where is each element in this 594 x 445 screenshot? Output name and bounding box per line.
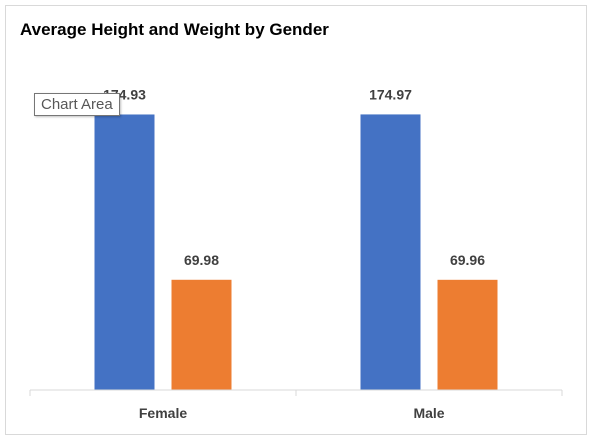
bar-female-series-2[interactable] [171, 279, 232, 390]
x-tick-label-male: Male [413, 405, 444, 421]
data-label-male-series-2: 69.96 [450, 252, 485, 268]
data-label-male-series-1: 174.97 [369, 86, 412, 102]
bar-male-series-2[interactable] [437, 279, 498, 390]
bar-female-series-1[interactable] [94, 114, 155, 390]
chart-area-tooltip: Chart Area [34, 93, 120, 116]
x-tick-label-female: Female [139, 405, 187, 421]
x-axis: Female Male [29, 389, 563, 421]
bar-male-series-1[interactable] [360, 114, 421, 391]
data-label-female-series-2: 69.98 [184, 252, 219, 268]
bars-group [94, 114, 498, 391]
chart-title: Average Height and Weight by Gender [20, 20, 329, 39]
